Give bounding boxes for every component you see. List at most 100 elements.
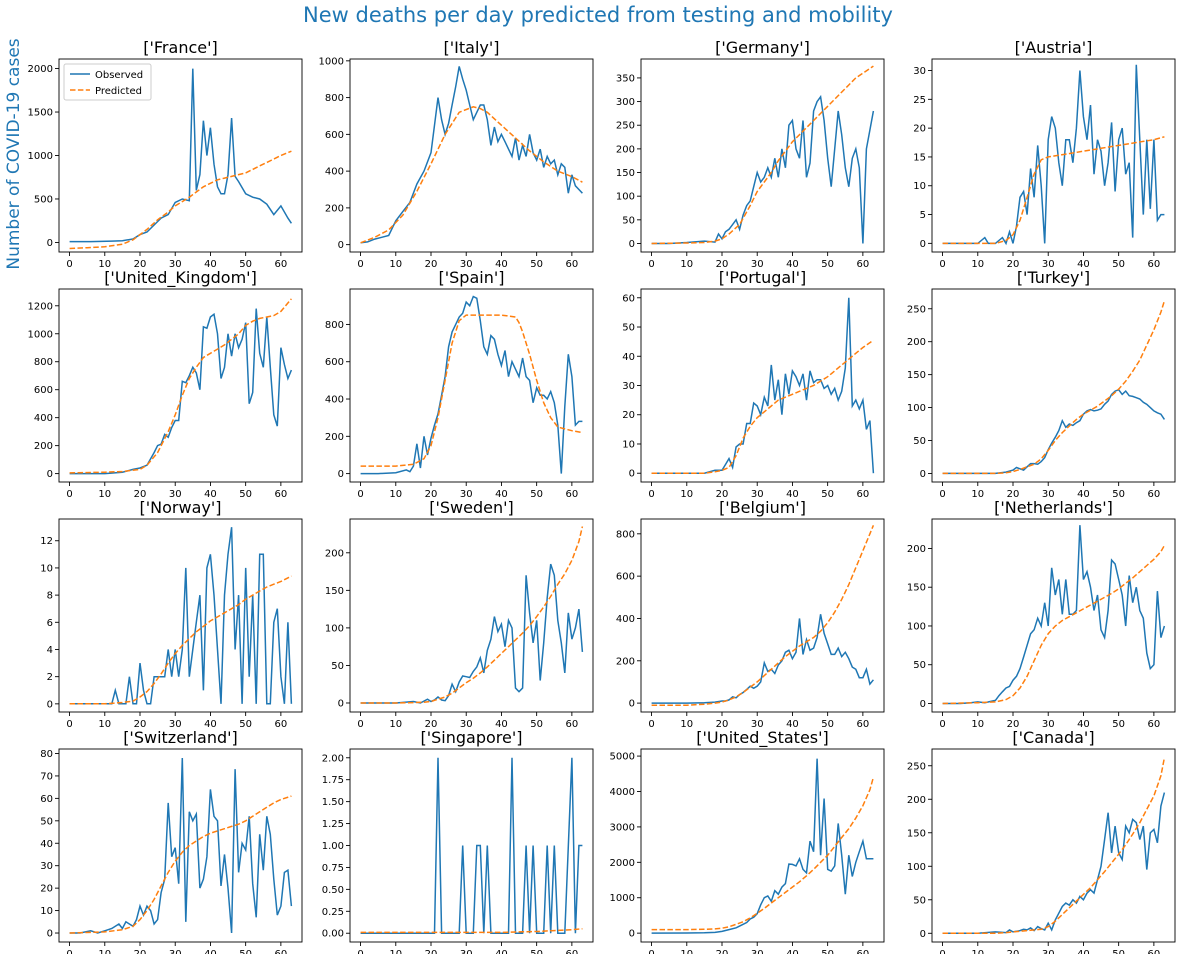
y-tick-label: 250 xyxy=(907,304,926,315)
y-tick-label: 0 xyxy=(47,929,53,940)
x-tick-label: 40 xyxy=(204,949,217,954)
y-tick-label: 800 xyxy=(325,93,344,104)
subplot: ['Sweden'] 0 10 20 30 40 50 60 0 50 100 150 200 xyxy=(325,498,594,730)
x-tick-label: 10 xyxy=(98,259,111,270)
subplot: ['United_States'] 0 10 20 30 40 50 60 0 1000 2000 3… xyxy=(610,728,885,954)
y-tick-label: 0 xyxy=(47,699,53,710)
x-tick-label: 0 xyxy=(357,489,363,500)
predicted-line xyxy=(360,314,583,467)
x-tick-label: 30 xyxy=(460,489,473,500)
y-tick-label: 0 xyxy=(920,239,926,250)
observed-line xyxy=(942,64,1165,246)
y-tick-label: 0.00 xyxy=(322,929,344,940)
subplot: ['Switzerland'] 0 10 20 30 40 50 60 0 10 20 30 40 50 6… xyxy=(40,728,303,954)
x-tick-label: 50 xyxy=(821,719,834,730)
y-tick-label: 10 xyxy=(913,181,926,192)
subplot-title: ['United_Kingdom'] xyxy=(104,268,257,288)
x-tick-label: 50 xyxy=(239,489,252,500)
y-tick-label: 5 xyxy=(920,210,926,221)
y-tick-label: 500 xyxy=(34,194,53,205)
x-tick-label: 20 xyxy=(425,489,438,500)
x-tick-label: 50 xyxy=(530,949,543,954)
y-tick-label: 0.75 xyxy=(322,863,344,874)
x-tick-label: 10 xyxy=(680,489,693,500)
predicted-line xyxy=(942,300,1166,475)
x-tick-label: 40 xyxy=(786,719,799,730)
x-tick-label: 0 xyxy=(939,259,945,270)
subplot-title: ['Canada'] xyxy=(1012,728,1094,747)
y-tick-label: 0 xyxy=(338,469,344,480)
y-tick-label: 20 xyxy=(622,410,635,421)
y-tick-label: 5000 xyxy=(610,752,635,763)
observed-line xyxy=(942,792,1166,935)
x-tick-label: 30 xyxy=(460,949,473,954)
x-tick-label: 30 xyxy=(1042,259,1055,270)
y-tick-label: 600 xyxy=(325,130,344,141)
x-tick-label: 50 xyxy=(1112,259,1125,270)
axes-frame xyxy=(58,288,303,483)
predicted-line xyxy=(651,339,874,474)
x-tick-label: 50 xyxy=(821,949,834,954)
subplot: ['United_Kingdom']0 10 20 30 40 50 60020040060… xyxy=(28,268,303,500)
y-tick-label: 10 xyxy=(622,439,635,450)
x-tick-label: 10 xyxy=(971,949,984,954)
observed-line xyxy=(360,563,584,704)
predicted-line xyxy=(69,795,292,934)
predicted-line xyxy=(360,526,584,704)
y-tick-label: 600 xyxy=(34,385,53,396)
subplot-title: ['Spain'] xyxy=(439,268,505,287)
x-tick-label: 40 xyxy=(786,489,799,500)
y-tick-label: 50 xyxy=(622,215,635,226)
figure-title: New deaths per day predicted from testin… xyxy=(303,3,893,27)
predicted-line xyxy=(942,136,1165,245)
y-tick-label: 4 xyxy=(47,645,53,656)
x-tick-label: 40 xyxy=(786,949,799,954)
y-tick-label: 12 xyxy=(40,536,53,547)
axes-frame xyxy=(931,748,1176,943)
y-tick-label: 400 xyxy=(325,395,344,406)
x-tick-label: 0 xyxy=(66,719,72,730)
y-tick-label: 50 xyxy=(40,816,53,827)
y-tick-label: 1000 xyxy=(610,893,635,904)
axes-frame xyxy=(349,288,594,483)
x-tick-label: 30 xyxy=(460,719,473,730)
x-tick-label: 20 xyxy=(134,259,147,270)
y-tick-label: 2.00 xyxy=(322,753,344,764)
x-tick-label: 50 xyxy=(530,259,543,270)
observed-line xyxy=(651,614,874,704)
x-tick-label: 40 xyxy=(1077,489,1090,500)
x-tick-label: 20 xyxy=(134,489,147,500)
y-tick-label: 15 xyxy=(913,152,926,163)
y-tick-label: 3000 xyxy=(610,822,635,833)
x-tick-label: 0 xyxy=(648,259,654,270)
observed-line xyxy=(942,388,1166,475)
y-tick-label: 400 xyxy=(325,167,344,178)
y-tick-label: 200 xyxy=(325,432,344,443)
x-tick-label: 0 xyxy=(66,489,72,500)
x-tick-label: 30 xyxy=(751,489,764,500)
y-tick-label: 200 xyxy=(325,203,344,214)
observed-line xyxy=(69,757,293,934)
x-tick-label: 60 xyxy=(275,949,288,954)
y-tick-label: 600 xyxy=(325,357,344,368)
y-tick-label: 0.25 xyxy=(322,907,344,918)
y-tick-label: 10 xyxy=(40,563,53,574)
x-tick-label: 0 xyxy=(939,489,945,500)
x-tick-label: 30 xyxy=(751,719,764,730)
x-tick-label: 60 xyxy=(857,949,870,954)
y-tick-label: 200 xyxy=(907,337,926,348)
x-tick-label: 60 xyxy=(275,489,288,500)
y-tick-label: 0 xyxy=(629,699,635,710)
x-tick-label: 20 xyxy=(1007,949,1020,954)
y-tick-label: 60 xyxy=(622,293,635,304)
y-tick-label: 8 xyxy=(47,591,53,602)
axes-frame xyxy=(931,58,1176,253)
y-tick-label: 10 xyxy=(40,906,53,917)
x-tick-label: 20 xyxy=(716,489,729,500)
x-tick-label: 40 xyxy=(1077,719,1090,730)
axes-frame xyxy=(349,58,594,253)
y-tick-label: 150 xyxy=(616,168,635,179)
predicted-line xyxy=(651,777,875,931)
